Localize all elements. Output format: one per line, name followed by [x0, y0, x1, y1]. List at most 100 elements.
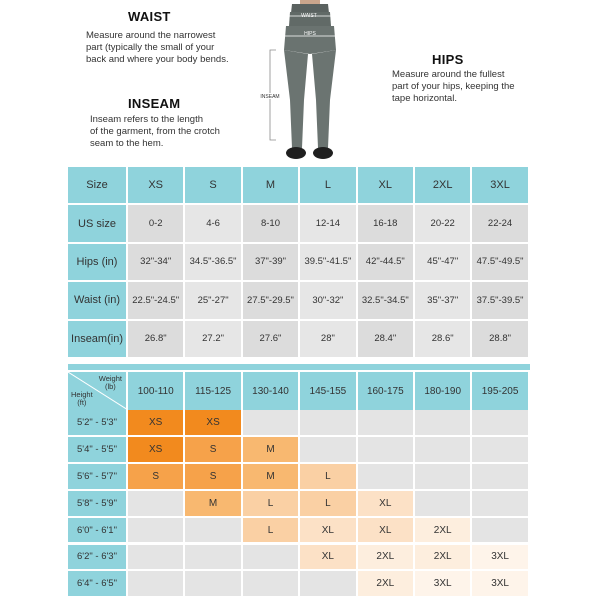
size-table-cell: 27.5"-29.5": [242, 282, 301, 321]
fit-chart-cell: M: [242, 463, 301, 491]
fit-chart-cell: XL: [300, 517, 358, 545]
size-table-cell: 16-18: [357, 205, 415, 244]
fit-chart-cell: [242, 544, 301, 572]
figure-inseam-label: INSEAM: [260, 94, 279, 100]
fit-chart-cell: [415, 490, 473, 518]
fit-chart-cell: S: [185, 463, 243, 491]
size-table-cell: 47.5"-49.5": [472, 243, 530, 283]
size-table-cell: 28": [300, 320, 358, 359]
size-header-cell: M: [242, 167, 301, 206]
fit-chart-cell: [472, 410, 530, 437]
left-shoe-shape: [286, 147, 306, 159]
hips-description: Measure around the fullest part of your …: [392, 69, 542, 105]
inseam-bracket: [269, 49, 276, 141]
fit-chart-cell: S: [128, 463, 186, 491]
size-table-cell: 27.2": [185, 320, 243, 359]
inseam-desc-line: seam to the hem.: [90, 138, 164, 149]
hips-desc-line: Measure around the fullest: [392, 69, 505, 80]
size-table-cell: 35"-37": [415, 282, 473, 321]
weight-column-header: 145-155: [300, 372, 358, 410]
weight-column-header: 160-175: [357, 372, 415, 410]
fit-chart-cell: XS: [128, 410, 186, 437]
size-table-cell: 27.6": [242, 320, 301, 359]
size-header-cell: L: [300, 167, 358, 206]
size-table-cell: 28.8": [472, 320, 530, 359]
size-table-cell: 45"-47": [415, 243, 473, 283]
height-row-label: 6'0" - 6'1": [68, 517, 128, 545]
hips-heading: HIPS: [432, 52, 464, 67]
fit-chart-cell: [185, 544, 243, 572]
right-shoe-shape: [313, 147, 333, 159]
fit-chart-cell: [415, 436, 473, 464]
weight-column-header: 180-190: [415, 372, 473, 410]
fit-chart-cell: [300, 410, 358, 437]
height-row-label: 6'2" - 6'3": [68, 544, 128, 572]
size-table-row: Inseam(in) 26.8" 27.2" 27.6" 28" 28.4" 28.6" 28…: [68, 320, 530, 359]
corner-diagonal: [68, 372, 128, 410]
neck-shape: [300, 0, 320, 6]
chart-corner-header: Weight (lb) Height (ft): [68, 372, 128, 410]
size-table-row-label: Size: [68, 167, 128, 206]
size-table-cell: 8-10: [242, 205, 301, 244]
size-table-cell: 25"-27": [185, 282, 243, 321]
fit-chart-cell: [357, 436, 415, 464]
waist-heading: WAIST: [128, 9, 171, 24]
size-table-cell: 28.4": [357, 320, 415, 359]
size-table-row-label: Hips (in): [68, 243, 128, 283]
size-table-cell: 37.5"-39.5": [472, 282, 530, 321]
fit-chart-cell: [300, 436, 358, 464]
fit-chart-cell: L: [300, 490, 358, 518]
size-table-cell: 32.5"-34.5": [357, 282, 415, 321]
size-table-row: US size 0-2 4-6 8-10 12-14 16-18 20-22 22-24: [68, 205, 530, 244]
figure-waist-label: WAIST: [301, 13, 317, 19]
size-table-cell: 37"-39": [242, 243, 301, 283]
inseam-desc-line: of the garment, from the crotch: [90, 126, 220, 137]
fit-chart-cell: [472, 490, 530, 518]
inseam-heading: INSEAM: [128, 96, 181, 111]
size-header-cell: XS: [128, 167, 186, 206]
fit-chart-cell: M: [185, 490, 243, 518]
weight-height-fit-chart: Weight (lb) Height (ft) 100-110 115-125 13…: [68, 364, 530, 600]
fit-chart-cell: L: [242, 517, 301, 545]
height-label-line: Height: [71, 390, 93, 399]
size-table-cell: 12-14: [300, 205, 358, 244]
size-table-row: Size XS S M L XL 2XL 3XL: [68, 167, 530, 206]
fit-chart-cell: 3XL: [472, 571, 530, 599]
size-header-cell: XL: [357, 167, 415, 206]
fit-chart-cell: XL: [357, 490, 415, 518]
inseam-desc-line: Inseam refers to the length: [90, 114, 204, 125]
size-table-cell: 42"-44.5": [357, 243, 415, 283]
fit-chart-cell: XL: [357, 517, 415, 545]
fit-chart-cell: 2XL: [415, 517, 473, 545]
hips-shape: [284, 26, 336, 54]
height-row-label: 5'6" - 5'7": [68, 463, 128, 491]
fit-chart-cell: 2XL: [357, 571, 415, 599]
fit-chart-cell: XS: [128, 436, 186, 464]
right-leg-shape: [312, 50, 336, 148]
fit-chart-cell: [242, 571, 301, 599]
fit-chart-cell: [300, 571, 358, 599]
size-table-row-label: Inseam(in): [68, 320, 128, 359]
waist-description: Measure around the narrowest part (typic…: [86, 30, 246, 66]
fit-chart-cell: 3XL: [472, 544, 530, 572]
size-table-cell: 26.8": [128, 320, 186, 359]
size-header-cell: 2XL: [415, 167, 473, 206]
weight-axis-label: Weight (lb): [99, 375, 122, 391]
waist-desc-line: Measure around the narrowest: [86, 30, 216, 41]
size-table-cell: 22-24: [472, 205, 530, 244]
weight-column-header: 130-140: [242, 372, 301, 410]
left-leg-shape: [284, 50, 308, 148]
size-table-cell: 22.5"-24.5": [128, 282, 186, 321]
size-table-row: Waist (in) 22.5"-24.5" 25"-27" 27.5"-29.5" 3…: [68, 282, 530, 321]
waist-desc-line: back and where your body bends.: [86, 54, 229, 65]
inseam-description: Inseam refers to the length of the garme…: [90, 114, 240, 150]
height-row-label: 5'2" - 5'3": [68, 410, 128, 437]
figure-hips-label: HIPS: [304, 31, 316, 37]
fit-chart-cell: XL: [300, 544, 358, 572]
fit-chart-cell: [415, 410, 473, 437]
weight-column-header: 195-205: [472, 372, 530, 410]
fit-chart-cell: [185, 517, 243, 545]
size-table-cell: 34.5"-36.5": [185, 243, 243, 283]
weight-unit-line: (lb): [104, 382, 116, 391]
size-table-row-label: Waist (in): [68, 282, 128, 321]
